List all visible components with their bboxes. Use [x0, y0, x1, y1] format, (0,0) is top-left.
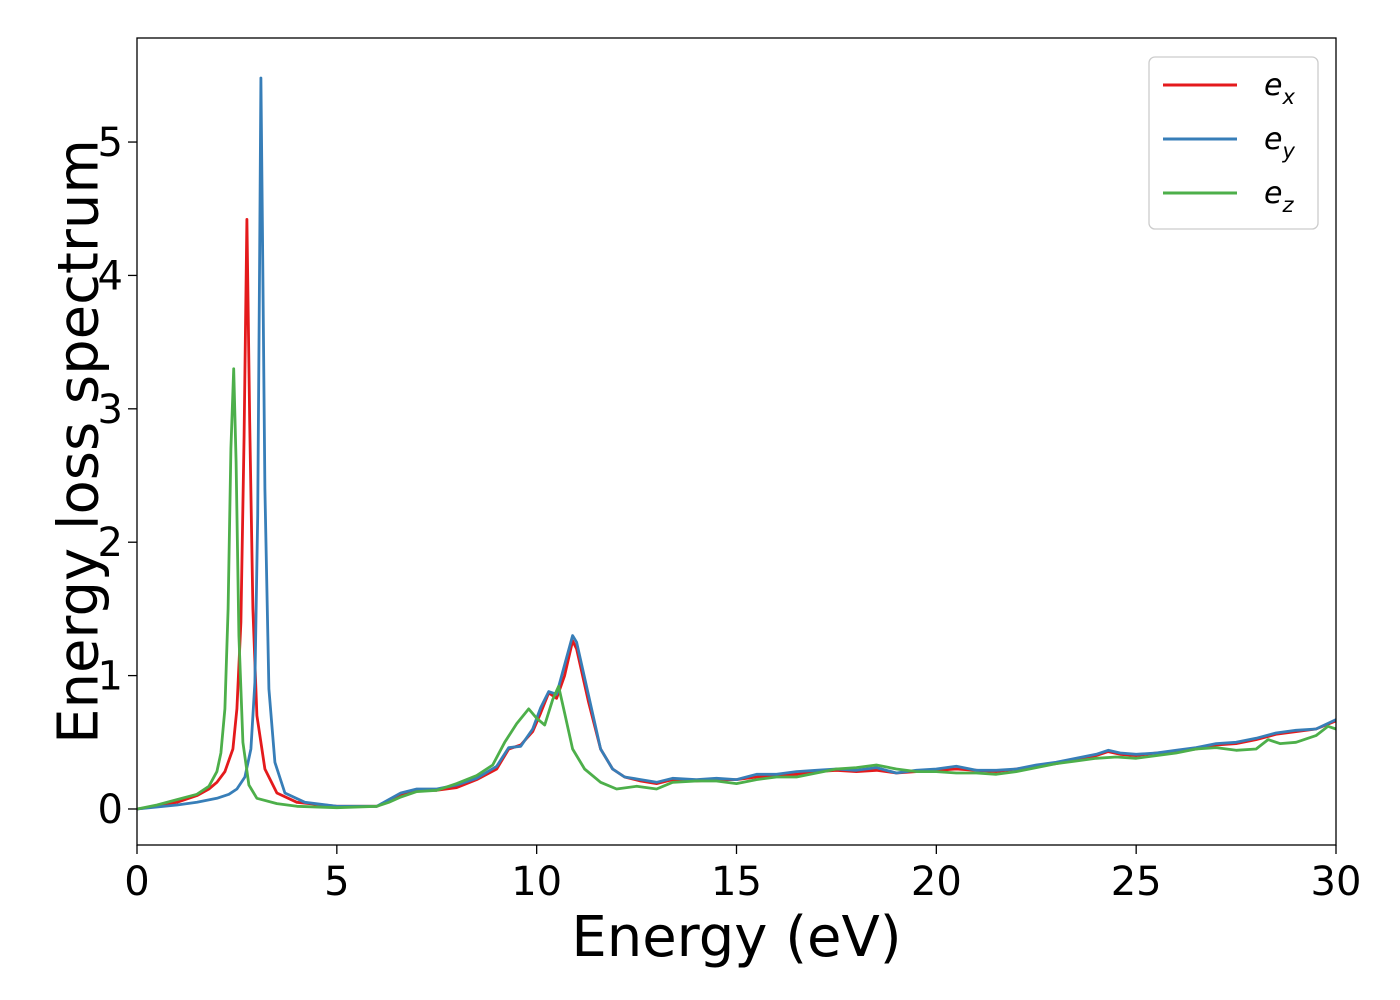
x-tick-label: 20: [911, 859, 962, 905]
series-line-e-x: [137, 217, 1336, 811]
x-tick-label: 5: [324, 859, 349, 905]
legend-label-e-y: ey: [1264, 122, 1295, 163]
legend-label-e-x: ex: [1264, 68, 1295, 109]
y-tick-label: 4: [98, 253, 123, 299]
y-axis-ticks: 0 1 2 3 4 5: [98, 120, 137, 833]
y-tick-label: 3: [98, 387, 123, 433]
legend-label-e-z: ez: [1264, 176, 1294, 217]
x-tick-label: 10: [511, 859, 562, 905]
y-tick-label: 0: [98, 787, 123, 833]
x-axis-ticks: 0 5 10 15 20 25 30: [124, 845, 1361, 905]
x-tick-label: 15: [711, 859, 762, 905]
y-tick-label: 2: [98, 520, 123, 566]
x-tick-label: 0: [124, 859, 149, 905]
x-tick-label: 25: [1111, 859, 1162, 905]
legend-box: [1148, 56, 1319, 230]
series-line-e-y: [137, 76, 1336, 811]
y-tick-label: 5: [98, 120, 123, 166]
x-tick-label: 30: [1311, 859, 1362, 905]
series-layer: [137, 76, 1336, 811]
series-line-e-z: [137, 367, 1336, 811]
y-axis-label: Energy loss spectrum: [47, 139, 112, 744]
x-axis-label: Energy (eV): [571, 905, 901, 970]
y-tick-label: 1: [98, 654, 123, 700]
legend: ex ey ez: [1148, 56, 1319, 230]
